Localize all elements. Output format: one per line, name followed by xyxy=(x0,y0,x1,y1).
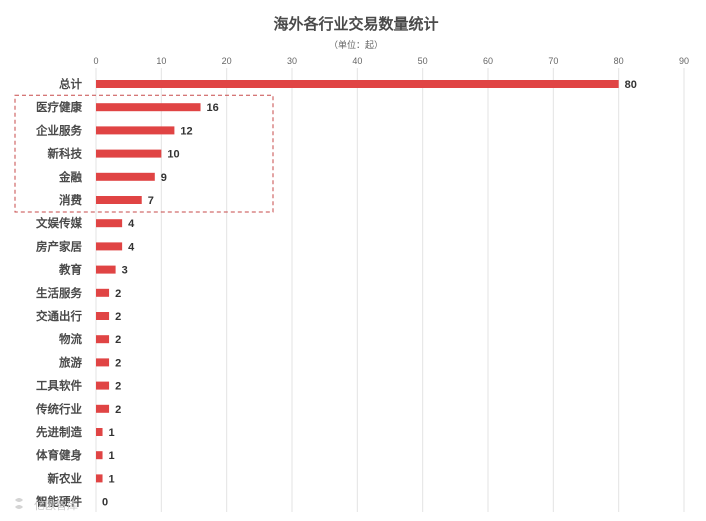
bar xyxy=(96,265,116,274)
bar xyxy=(96,358,110,367)
x-tick-label: 50 xyxy=(418,56,428,66)
category-label: 新农业 xyxy=(48,471,83,485)
category-label: 体育健身 xyxy=(36,448,82,462)
value-label: 4 xyxy=(128,241,135,253)
watermark: 亿欧智库 xyxy=(15,498,78,512)
value-label: 12 xyxy=(180,125,192,137)
x-tick-label: 0 xyxy=(93,56,98,66)
bar xyxy=(96,288,110,297)
x-tick-label: 30 xyxy=(287,56,297,66)
value-label: 2 xyxy=(115,381,121,393)
category-label: 传统行业 xyxy=(35,402,82,416)
category-label: 旅游 xyxy=(59,355,82,369)
x-tick-label: 10 xyxy=(156,56,166,66)
category-label: 物流 xyxy=(59,332,82,346)
value-label: 1 xyxy=(109,473,115,485)
watermark-text: 亿欧智库 xyxy=(34,498,78,512)
bar xyxy=(96,126,175,135)
x-tick-label: 90 xyxy=(679,56,689,66)
value-label: 0 xyxy=(102,497,108,509)
bar xyxy=(96,242,123,251)
value-label: 3 xyxy=(122,265,128,277)
value-label: 9 xyxy=(161,172,167,184)
x-tick-label: 40 xyxy=(352,56,362,66)
category-label: 生活服务 xyxy=(36,286,82,300)
value-label: 2 xyxy=(115,404,121,416)
category-label: 工具软件 xyxy=(36,379,82,393)
bar xyxy=(96,103,201,112)
category-label: 智能硬件 xyxy=(36,495,82,509)
bar xyxy=(96,451,103,460)
x-tick-label: 80 xyxy=(614,56,624,66)
value-label: 2 xyxy=(115,311,121,323)
x-tick-label: 20 xyxy=(222,56,232,66)
value-label: 10 xyxy=(167,149,179,161)
value-label: 2 xyxy=(115,288,121,300)
bar xyxy=(96,381,110,390)
value-label: 1 xyxy=(109,427,115,439)
category-label: 文娱传媒 xyxy=(36,216,82,230)
category-labels: 总计医疗健康企业服务新科技金融消费文娱传媒房产家居教育生活服务交通出行物流旅游工… xyxy=(35,77,82,509)
category-label: 房产家居 xyxy=(36,239,82,253)
value-label: 2 xyxy=(115,334,121,346)
bar xyxy=(96,172,155,181)
value-label: 4 xyxy=(128,218,135,230)
highlight-box xyxy=(14,94,274,213)
category-label: 新科技 xyxy=(48,147,83,161)
category-label: 医疗健康 xyxy=(36,100,82,114)
x-axis: 0 10 20 30 40 50 60 70 80 90 xyxy=(93,56,689,66)
category-label: 交通出行 xyxy=(36,309,82,323)
bar xyxy=(96,80,619,88)
category-label: 消费 xyxy=(59,193,82,207)
x-tick-label: 70 xyxy=(548,56,558,66)
watermark-logo-icon xyxy=(15,498,23,509)
category-label: 企业服务 xyxy=(35,123,82,137)
bar xyxy=(96,219,123,228)
bar xyxy=(96,428,103,436)
value-label: 80 xyxy=(625,79,637,91)
bars xyxy=(96,80,619,483)
category-label: 先进制造 xyxy=(36,425,82,439)
bar xyxy=(96,335,110,344)
bar xyxy=(96,404,110,413)
value-label: 16 xyxy=(207,102,219,114)
chart-subtitle: （单位：起） xyxy=(329,39,383,51)
value-label: 7 xyxy=(148,195,154,207)
bar xyxy=(96,474,103,483)
bar xyxy=(96,149,162,158)
bar xyxy=(96,312,110,320)
category-label: 总计 xyxy=(59,77,82,91)
bar xyxy=(96,196,142,204)
category-label: 金融 xyxy=(58,170,82,184)
value-label: 2 xyxy=(115,357,121,369)
x-tick-label: 60 xyxy=(483,56,493,66)
value-label: 1 xyxy=(109,450,115,462)
category-label: 教育 xyxy=(58,263,82,277)
grid xyxy=(95,68,685,512)
chart-title: 海外各行业交易数量统计 xyxy=(273,15,438,33)
